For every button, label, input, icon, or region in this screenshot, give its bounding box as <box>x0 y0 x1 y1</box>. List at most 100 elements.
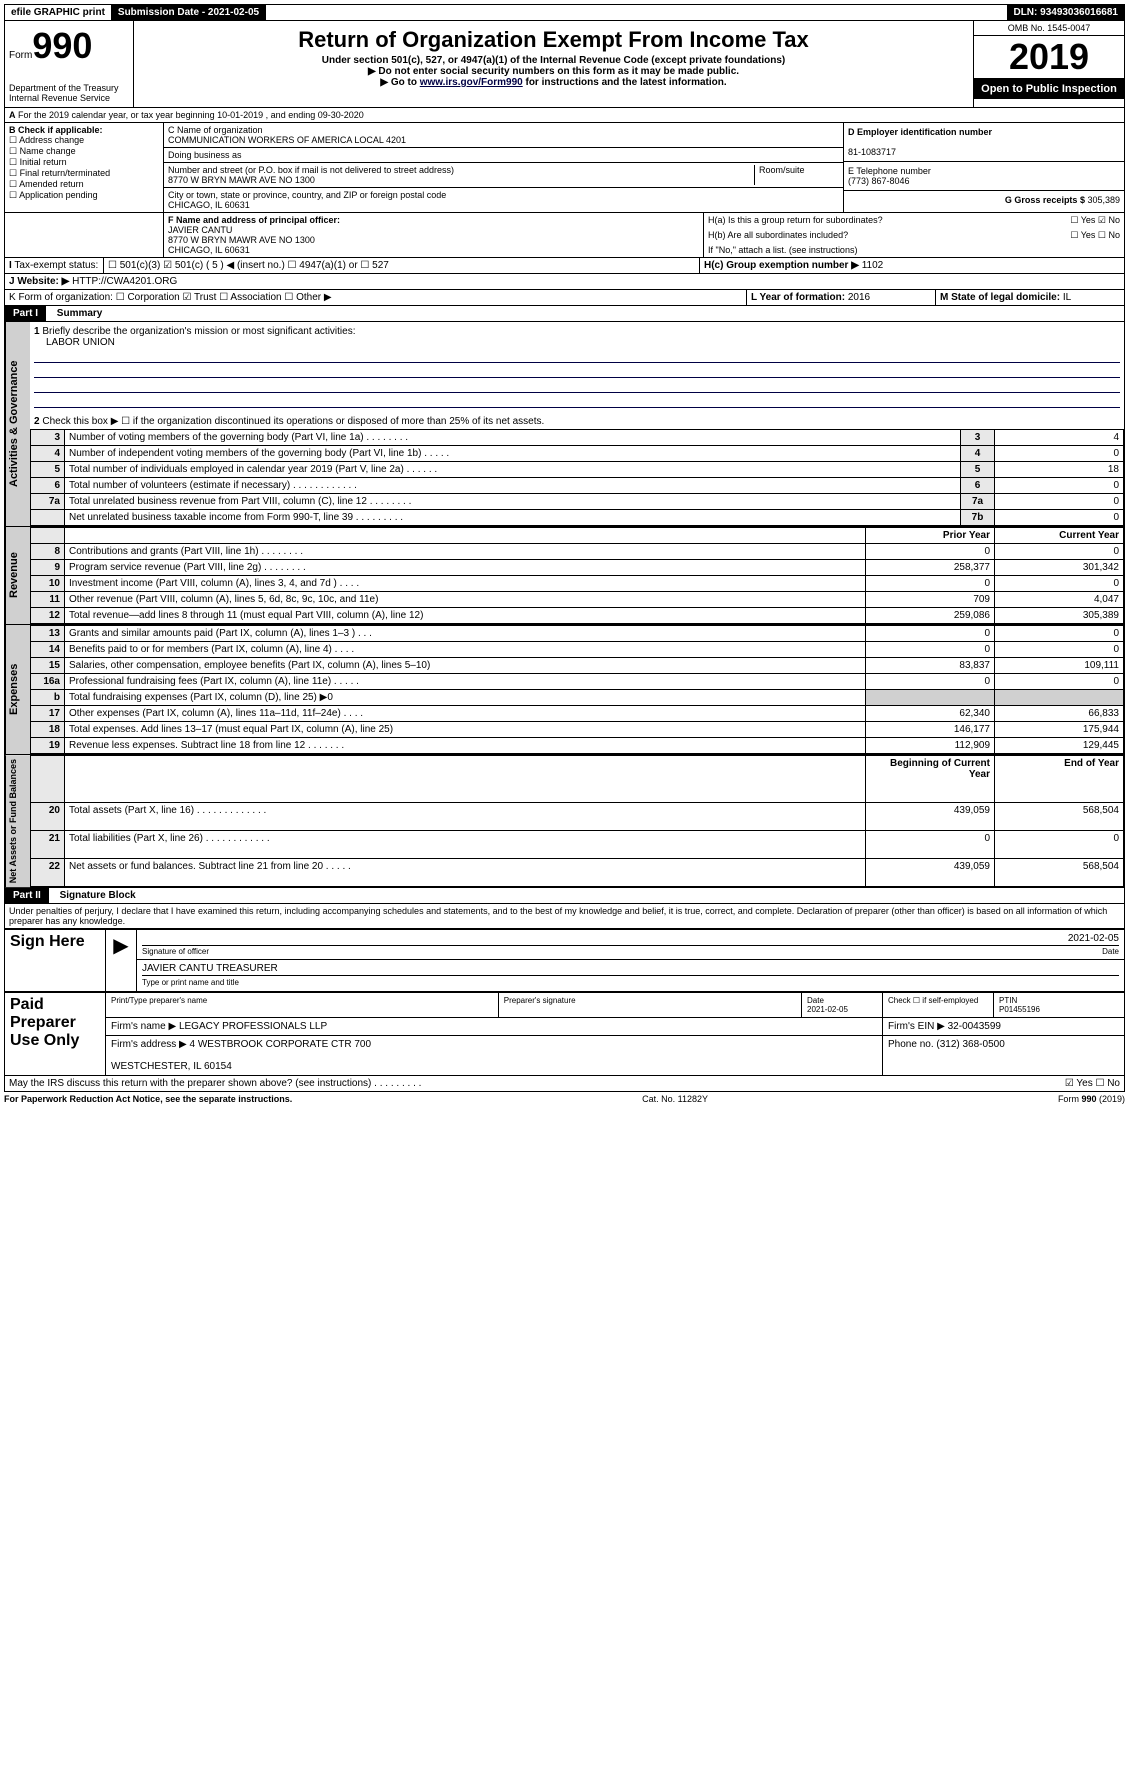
org-name: COMMUNICATION WORKERS OF AMERICA LOCAL 4… <box>168 135 406 145</box>
self-employed-check[interactable]: Check ☐ if self-employed <box>883 993 994 1018</box>
paid-preparer-label: Paid Preparer Use Only <box>5 993 106 1076</box>
efile-link[interactable]: efile GRAPHIC print <box>5 5 112 20</box>
period-row: A For the 2019 calendar year, or tax yea… <box>4 108 1125 123</box>
omb-number: OMB No. 1545-0047 <box>974 21 1124 36</box>
top-bar: efile GRAPHIC print Submission Date - 20… <box>4 4 1125 21</box>
firm-addr-label: Firm's address ▶ <box>111 1039 187 1050</box>
firm-phone-label: Phone no. <box>888 1039 936 1050</box>
sign-here-label: Sign Here <box>5 930 106 992</box>
firm-ein-label: Firm's EIN ▶ <box>888 1021 945 1032</box>
subtitle-2: ▶ Do not enter social security numbers o… <box>138 66 969 77</box>
subs-included-q: H(b) Are all subordinates included? <box>708 230 848 241</box>
form-title: Return of Organization Exempt From Incom… <box>138 27 969 53</box>
sign-arrow-icon: ▶ <box>106 930 137 992</box>
table-row: 5Total number of individuals employed in… <box>31 462 1124 478</box>
form-number-box: Form990 Department of the Treasury Inter… <box>5 21 134 107</box>
footer-form: Form 990 (2019) <box>1058 1094 1125 1104</box>
table-row: 10Investment income (Part VIII, column (… <box>31 576 1124 592</box>
box-b: B Check if applicable: ☐ Address change☐… <box>5 123 164 212</box>
table-row: 20Total assets (Part X, line 16) . . . .… <box>31 803 1124 831</box>
vert-label-rev: Revenue <box>5 527 30 624</box>
dba-label: Doing business as <box>168 150 242 160</box>
website-label: Website: ▶ <box>17 276 69 287</box>
right-info-col: D Employer identification number 81-1083… <box>843 123 1124 212</box>
group-yes[interactable]: ☐ Yes <box>1070 215 1095 225</box>
city-state: CHICAGO, IL 60631 <box>168 200 250 210</box>
form-label: Form <box>9 50 32 61</box>
open-public-badge: Open to Public Inspection <box>974 79 1124 99</box>
table-row: 15Salaries, other compensation, employee… <box>31 658 1124 674</box>
tax-year: 2019 <box>974 36 1124 79</box>
firm-ein: 32-0043599 <box>948 1021 1001 1032</box>
checkbox-initial-return[interactable]: ☐ Initial return <box>9 157 159 168</box>
subs-note: If "No," attach a list. (see instruction… <box>704 243 1124 257</box>
checkbox-amended-return[interactable]: ☐ Amended return <box>9 179 159 190</box>
pra-notice: For Paperwork Reduction Act Notice, see … <box>4 1094 292 1104</box>
sig-date: 2021-02-05 <box>1068 933 1119 944</box>
gross-receipts-label: G Gross receipts $ <box>1005 195 1088 205</box>
table-row: 19Revenue less expenses. Subtract line 1… <box>31 738 1124 754</box>
tax-status-opts[interactable]: ☐ 501(c)(3) ☑ 501(c) ( 5 ) ◀ (insert no.… <box>104 258 700 273</box>
table-row: 17Other expenses (Part IX, column (A), l… <box>31 706 1124 722</box>
officer-addr: 8770 W BRYN MAWR AVE NO 1300 CHICAGO, IL… <box>168 235 315 255</box>
subs-yn[interactable]: ☐ Yes ☐ No <box>1070 230 1120 241</box>
net-section: Net Assets or Fund Balances Beginning of… <box>4 755 1125 888</box>
type-name-label: Type or print name and title <box>142 978 239 987</box>
perjury-declaration: Under penalties of perjury, I declare th… <box>4 904 1125 929</box>
discuss-yn[interactable]: ☑ Yes ☐ No <box>1065 1078 1120 1089</box>
discontinued-check[interactable]: Check this box ▶ ☐ if the organization d… <box>42 416 544 427</box>
table-row: 3Number of voting members of the governi… <box>31 430 1124 446</box>
part1-header: Part I <box>5 306 46 321</box>
officer-printed-name: JAVIER CANTU TREASURER <box>142 963 278 974</box>
vert-label-net: Net Assets or Fund Balances <box>5 755 30 887</box>
table-row: 13Grants and similar amounts paid (Part … <box>31 626 1124 642</box>
firm-name: LEGACY PROFESSIONALS LLP <box>179 1021 327 1032</box>
form-org-type[interactable]: K Form of organization: ☐ Corporation ☑ … <box>5 290 747 305</box>
subtitle-3: ▶ Go to www.irs.gov/Form990 for instruct… <box>138 77 969 88</box>
header-right: OMB No. 1545-0047 2019 Open to Public In… <box>973 21 1124 107</box>
identity-block: B Check if applicable: ☐ Address change☐… <box>4 123 1125 213</box>
paid-preparer-table: Paid Preparer Use Only Print/Type prepar… <box>4 992 1125 1076</box>
table-row: 18Total expenses. Add lines 13–17 (must … <box>31 722 1124 738</box>
checkbox-name-change[interactable]: ☐ Name change <box>9 146 159 157</box>
rev-table: Prior YearCurrent Year8Contributions and… <box>30 527 1124 624</box>
subtitle-1: Under section 501(c), 527, or 4947(a)(1)… <box>138 55 969 66</box>
gov-table: 3Number of voting members of the governi… <box>30 429 1124 526</box>
table-row: 7aTotal unrelated business revenue from … <box>31 494 1124 510</box>
ein-value: 81-1083717 <box>848 147 896 157</box>
table-row: 22Net assets or fund balances. Subtract … <box>31 859 1124 887</box>
firm-phone: (312) 368-0500 <box>936 1039 1004 1050</box>
irs-link[interactable]: www.irs.gov/Form990 <box>420 77 523 88</box>
table-row: 9Program service revenue (Part VIII, lin… <box>31 560 1124 576</box>
part2-header: Part II <box>5 888 49 903</box>
discuss-question: May the IRS discuss this return with the… <box>9 1078 421 1089</box>
checkbox-application-pending[interactable]: ☐ Application pending <box>9 190 159 201</box>
checkbox-address-change[interactable]: ☐ Address change <box>9 135 159 146</box>
ptin-value: P01455196 <box>999 1005 1040 1014</box>
sig-officer-label: Signature of officer <box>142 947 209 956</box>
table-row: 6Total number of volunteers (estimate if… <box>31 478 1124 494</box>
phone-label: E Telephone number <box>848 166 931 176</box>
website-value[interactable]: HTTP://CWA4201.ORG <box>72 276 177 287</box>
group-no[interactable]: ☑ No <box>1098 215 1120 225</box>
officer-label: F Name and address of principal officer: <box>168 215 340 225</box>
header-title-area: Return of Organization Exempt From Incom… <box>134 21 973 107</box>
ein-label: D Employer identification number <box>848 127 992 137</box>
footer: For Paperwork Reduction Act Notice, see … <box>4 1092 1125 1106</box>
checkbox-final-return-terminated[interactable]: ☐ Final return/terminated <box>9 168 159 179</box>
table-row: Net unrelated business taxable income fr… <box>31 510 1124 526</box>
group-return-q: H(a) Is this a group return for subordin… <box>708 215 883 226</box>
dept-label: Department of the Treasury Internal Reve… <box>9 83 129 103</box>
officer-block: F Name and address of principal officer:… <box>4 213 1125 258</box>
addr-label: Number and street (or P.O. box if mail i… <box>168 165 454 175</box>
prep-date-label: Date <box>807 996 824 1005</box>
gov-section: Activities & Governance 1 Briefly descri… <box>4 322 1125 527</box>
part2-title: Signature Block <box>52 890 136 901</box>
cat-number: Cat. No. 11282Y <box>642 1094 708 1104</box>
klm-row: K Form of organization: ☐ Corporation ☑ … <box>4 290 1125 306</box>
date-label: Date <box>1102 947 1119 956</box>
prep-name-label: Print/Type preparer's name <box>106 993 499 1018</box>
room-suite-label: Room/suite <box>754 165 839 185</box>
vert-label-gov: Activities & Governance <box>5 322 30 526</box>
submission-date: Submission Date - 2021-02-05 <box>112 5 266 20</box>
